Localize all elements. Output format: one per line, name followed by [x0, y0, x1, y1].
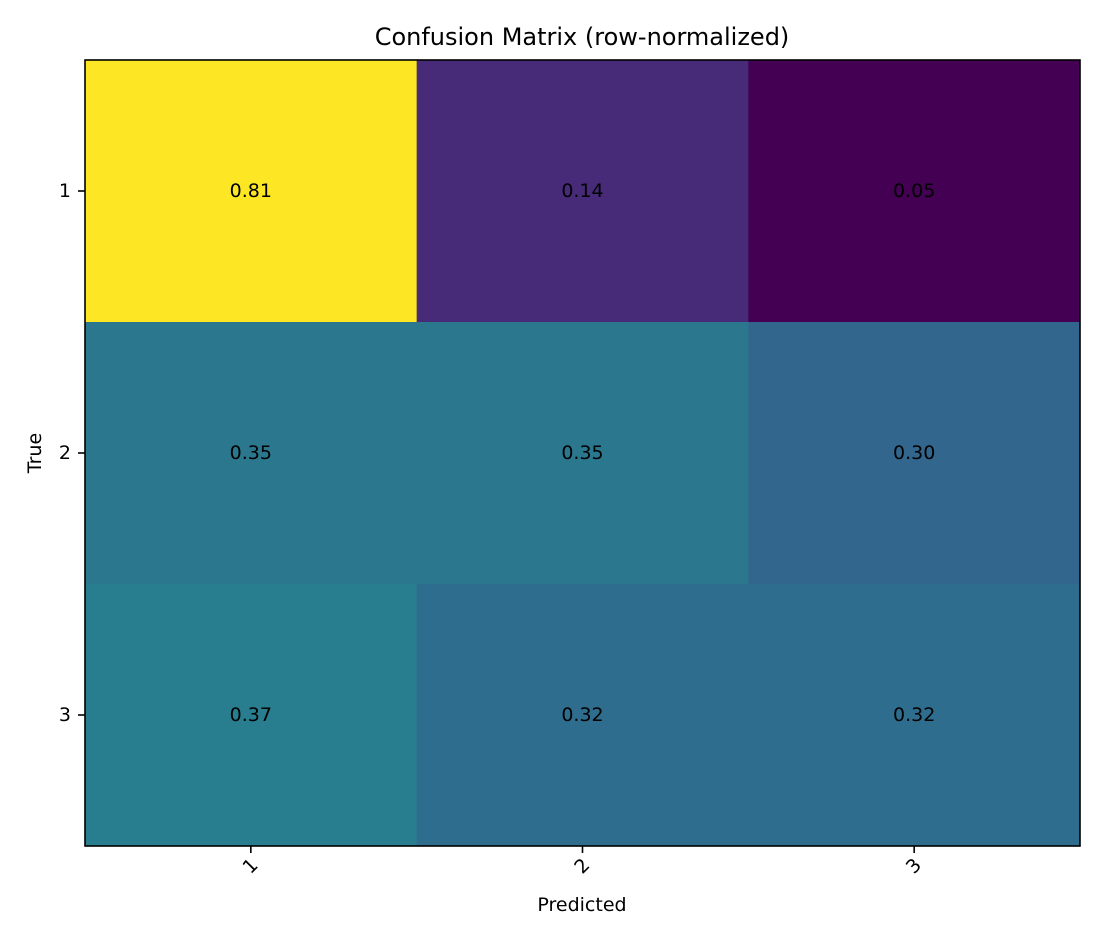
cell-value-label-r1-c2: 0.14 — [561, 180, 603, 202]
heatmap-cell-r3-c1 — [85, 584, 418, 847]
cell-value-label-r2-c1: 0.35 — [230, 442, 272, 464]
heatmap-cell-r3-c2 — [416, 584, 749, 847]
heatmap-cell-r1-c3 — [748, 60, 1081, 323]
cell-value-label-r2-c3: 0.30 — [893, 442, 935, 464]
cell-value-label-r3-c1: 0.37 — [230, 704, 272, 726]
y-tick-label-3: 3 — [59, 704, 71, 726]
cell-value-label-r2-c2: 0.35 — [561, 442, 603, 464]
heatmap-cell-r3-c3 — [748, 584, 1081, 847]
heatmap-cell-r2-c1 — [85, 322, 418, 585]
cell-value-label-r3-c2: 0.32 — [561, 704, 603, 726]
cell-value-labels: 0.81 0.14 0.05 0.35 0.35 0.30 0.37 0.32 0.32 — [230, 180, 936, 726]
heatmap-cell-r1-c1 — [85, 60, 418, 323]
cell-value-label-r1-c3: 0.05 — [893, 180, 935, 202]
chart-title: Confusion Matrix (row-normalized) — [375, 23, 790, 51]
x-tick-label-2: 2 — [570, 854, 594, 878]
heatmap-cell-r2-c2 — [416, 322, 749, 585]
heatmap-cell-r2-c3 — [748, 322, 1081, 585]
cell-value-label-r3-c3: 0.32 — [893, 704, 935, 726]
y-tick-label-1: 1 — [59, 180, 71, 202]
x-tick-label-3: 3 — [902, 854, 926, 878]
heatmap-cell-r1-c2 — [416, 60, 749, 323]
heatmap-cells — [85, 60, 1081, 847]
cell-value-label-r1-c1: 0.81 — [230, 180, 272, 202]
y-axis-ticks: 1 2 3 — [59, 180, 85, 726]
y-axis-label: True — [24, 433, 46, 474]
y-tick-label-2: 2 — [59, 442, 71, 464]
x-tick-label-1: 1 — [239, 854, 263, 878]
x-axis-ticks: 1 2 3 — [239, 846, 926, 878]
x-axis-label: Predicted — [537, 894, 626, 916]
